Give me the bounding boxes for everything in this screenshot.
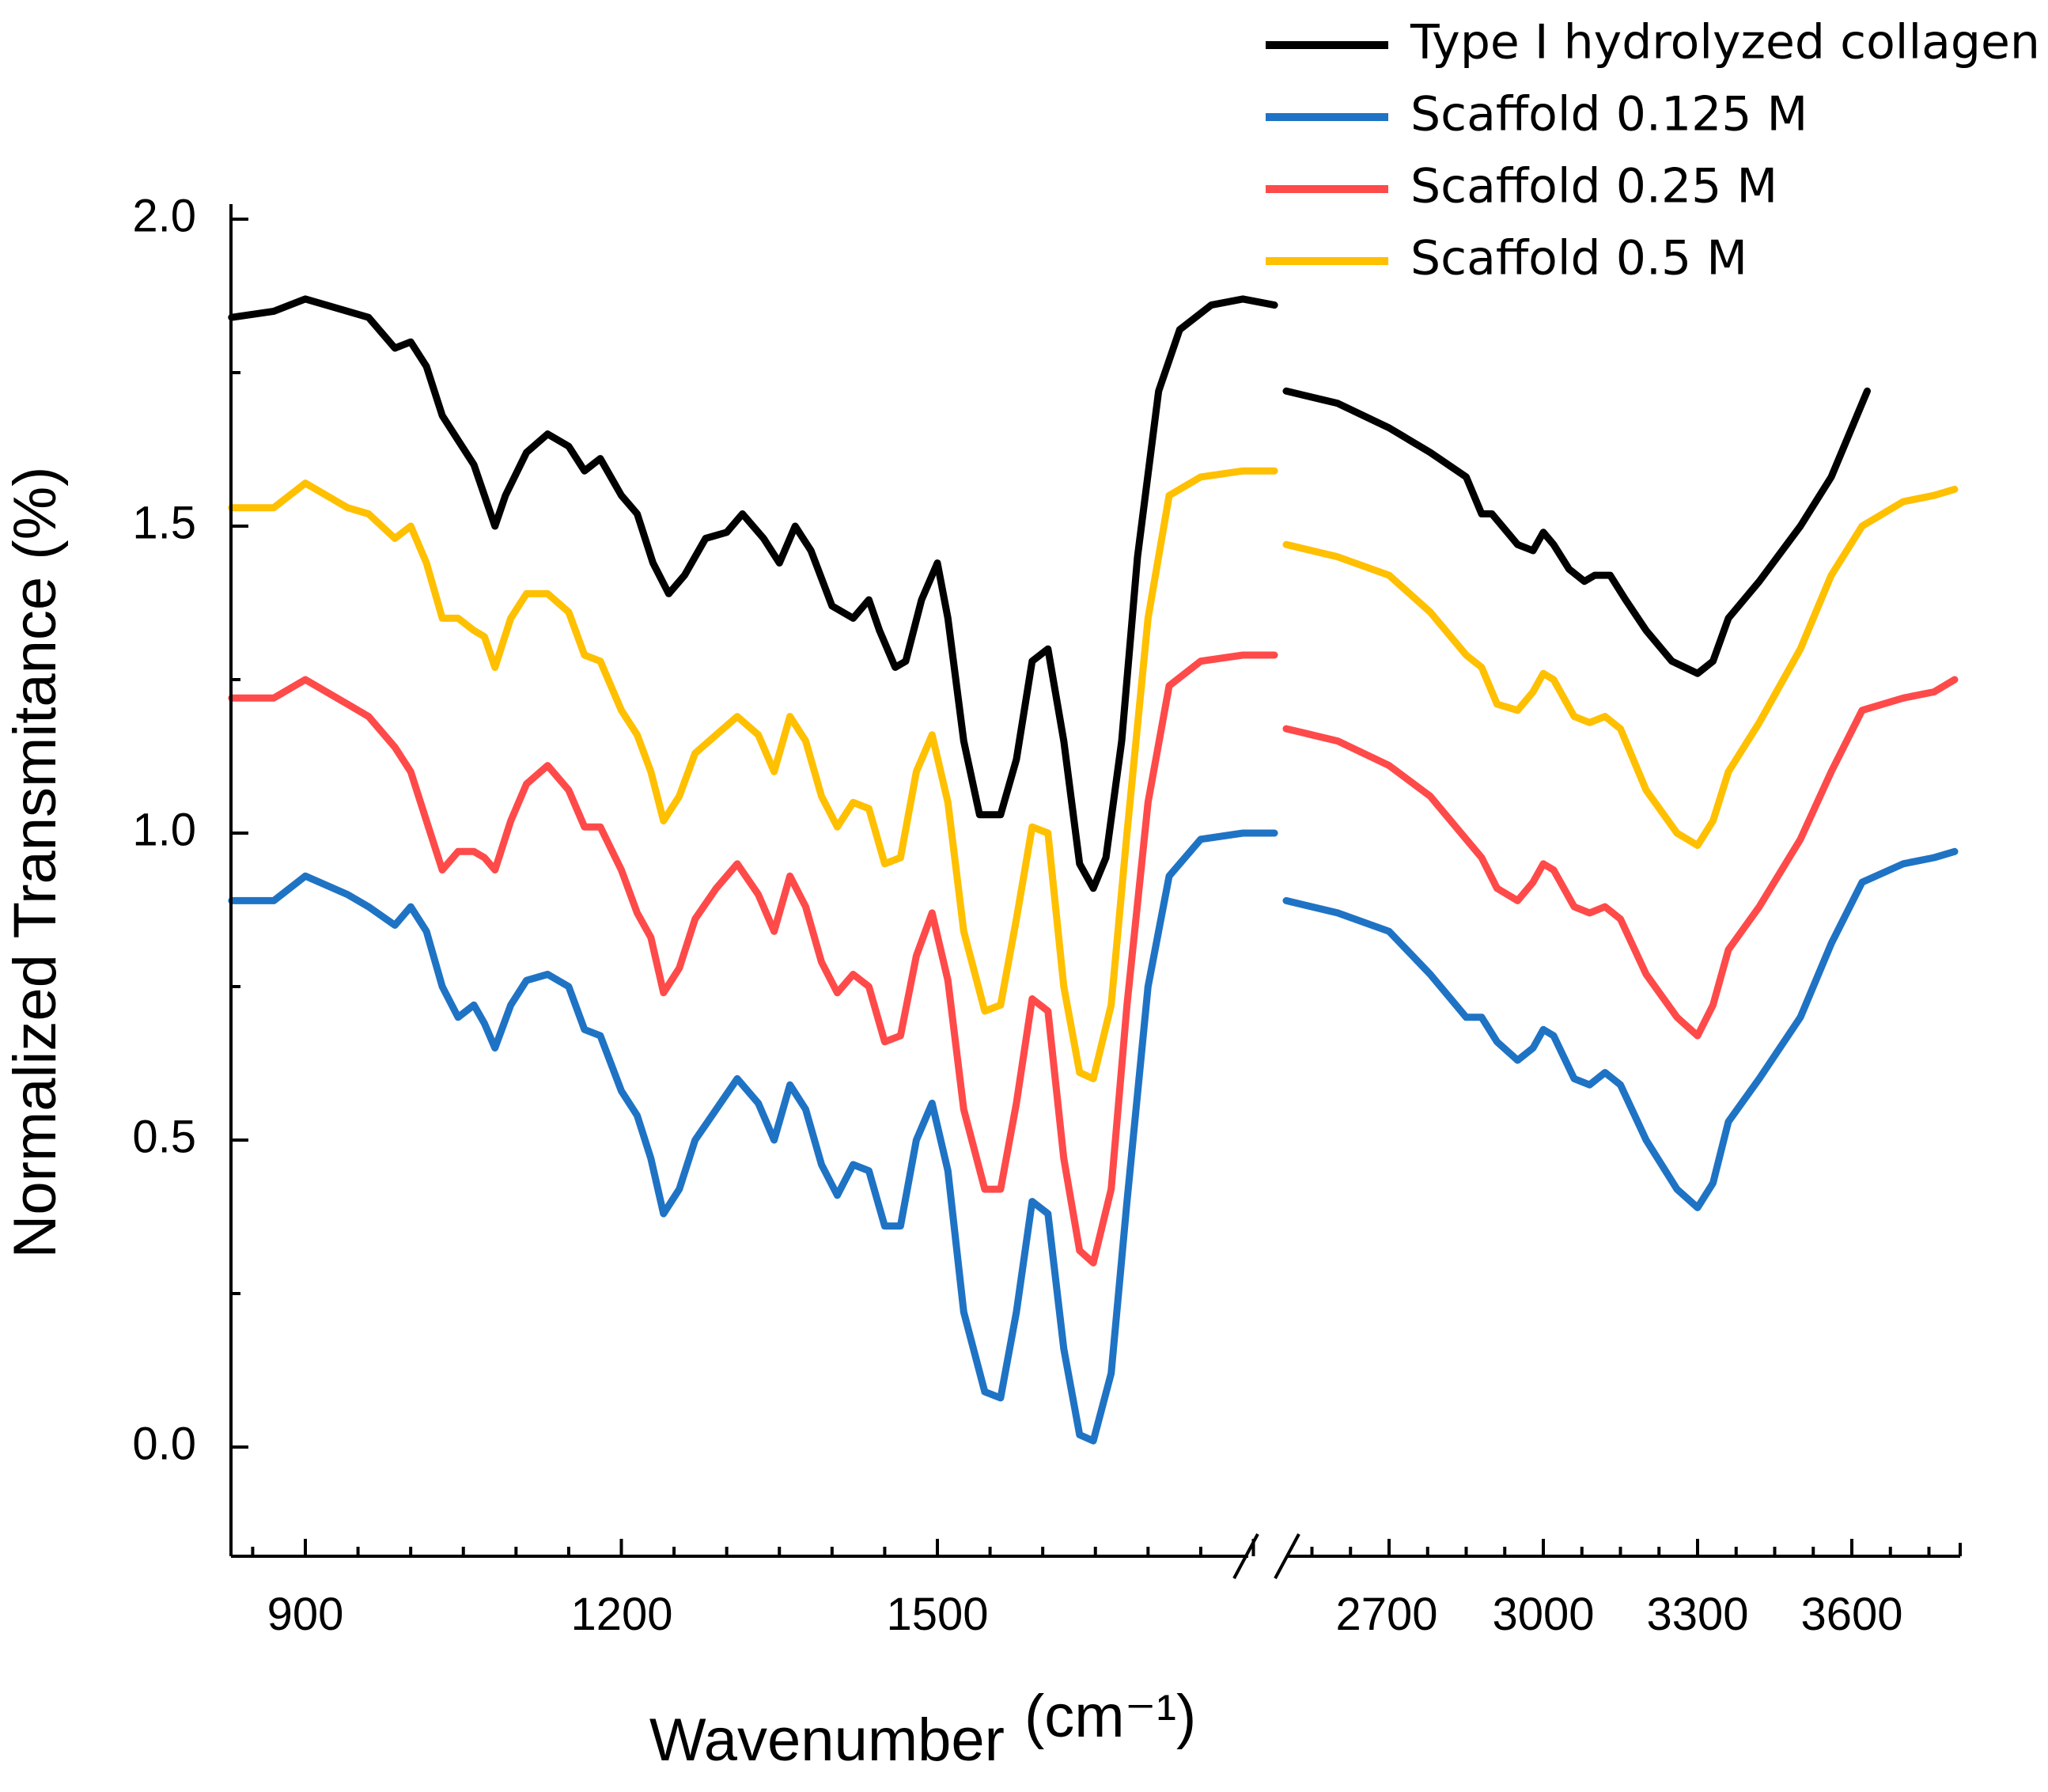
legend-label-0125: Scaffold 0.125 M	[1410, 87, 1808, 142]
series-line-type-i-hydrolyzed-collagen-segment1	[228, 295, 1278, 892]
legend-label-collagen: Type I hydrolyzed collagen	[1410, 15, 2040, 70]
x-tick-label-3000: 3000	[1492, 1589, 1594, 1640]
series-line-scaffold-0-125-m-segment1	[228, 829, 1278, 1445]
series-line-scaffold-0-5-m-segment2	[1282, 485, 1959, 849]
x-axis-unit: (cm⁻¹)	[1024, 1683, 1196, 1750]
legend-label-025: Scaffold 0.25 M	[1410, 159, 1777, 214]
y-tick-label-2: 1.0	[132, 804, 196, 855]
series-line-scaffold-0-25-m-segment1	[228, 651, 1278, 1267]
y-tick-label-0: 0.0	[132, 1418, 196, 1469]
y-tick-label-3: 1.5	[132, 497, 196, 548]
x-tick-label-1500: 1500	[886, 1589, 988, 1640]
y-tick-label-1: 0.5	[132, 1111, 196, 1162]
ticks-layer	[231, 218, 1931, 1556]
x-tick-label-3600: 3600	[1800, 1589, 1902, 1640]
series-line-scaffold-0-125-m-segment2	[1282, 847, 1959, 1211]
x-tick-label-3300: 3300	[1646, 1589, 1748, 1640]
x-axis-title: Wavenumber	[649, 1707, 1005, 1774]
x-tick-label-1200: 1200	[570, 1589, 672, 1640]
series-line-scaffold-0-25-m-segment2	[1282, 676, 1959, 1040]
x-tick-label-2700: 2700	[1335, 1589, 1437, 1640]
legend: Type I hydrolyzed collagen Scaffold 0.12…	[1266, 15, 2040, 286]
x-tick-label-900: 900	[267, 1589, 344, 1640]
y-tick-label-4: 2.0	[132, 190, 196, 241]
series-line-scaffold-0-5-m-segment1	[228, 467, 1278, 1082]
legend-label-05: Scaffold 0.5 M	[1410, 231, 1747, 286]
series-layer	[228, 295, 1959, 1445]
series-line-type-i-hydrolyzed-collagen-segment2	[1282, 387, 1871, 677]
y-axis-title: Normalized Transmitance (%)	[2, 467, 69, 1259]
